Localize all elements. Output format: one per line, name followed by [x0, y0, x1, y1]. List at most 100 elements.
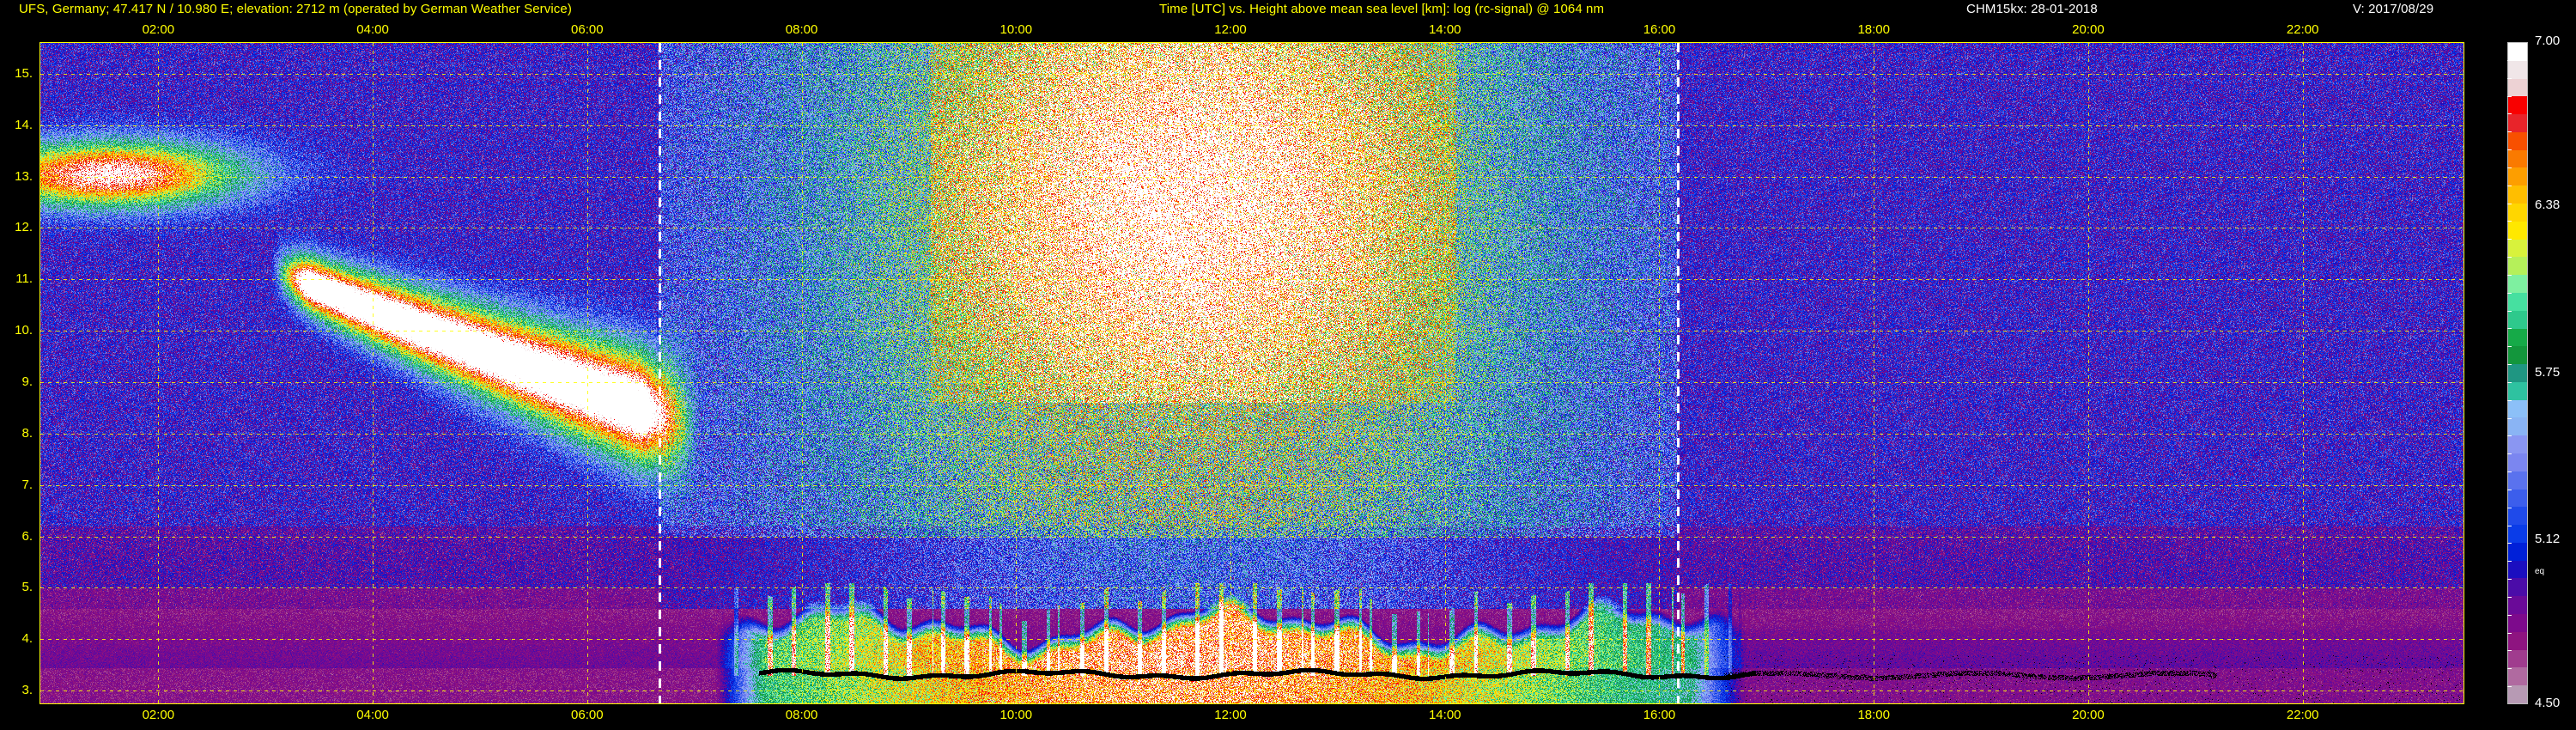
y-axis-tick-label: 14.: [15, 117, 33, 132]
y-axis-tick-label: 7.: [21, 477, 33, 492]
colorbar-tick: [2507, 78, 2512, 79]
colorbar-tick: [2507, 364, 2512, 365]
colorbar-segment: [2508, 167, 2527, 186]
colorbar-segment: [2508, 96, 2527, 115]
colorbar-segment: [2508, 560, 2527, 579]
colorbar-tick: [2507, 633, 2512, 634]
colorbar-tick: [2507, 167, 2512, 168]
colorbar-segment: [2508, 471, 2527, 490]
instrument-date: CHM15kx: 28-01-2018: [1966, 2, 2098, 16]
y-axis-tick-label: 6.: [21, 528, 33, 544]
x-axis-tick-label-top: 08:00: [785, 22, 818, 37]
x-axis-tick-label-bottom: 16:00: [1643, 708, 1676, 722]
grid-line-vertical: [587, 43, 588, 703]
x-axis-tick-label-top: 18:00: [1857, 22, 1890, 37]
colorbar-segment: [2508, 131, 2527, 150]
lidar-heatmap-plot[interactable]: [39, 42, 2464, 704]
colorbar-segment: [2508, 596, 2527, 614]
sunrise-marker: [659, 43, 661, 703]
colorbar-segment: [2508, 114, 2527, 132]
x-axis-tick-label-top: 12:00: [1214, 22, 1247, 37]
y-axis-tick-label: 3.: [21, 683, 33, 698]
grid-line-horizontal: [40, 125, 2464, 126]
grid-line-horizontal: [40, 690, 2464, 691]
grid-line-vertical: [1016, 43, 1017, 703]
colorbar-tick: [2507, 453, 2512, 454]
colorbar-segment: [2508, 631, 2527, 650]
grid-line-vertical: [1445, 43, 1446, 703]
colorbar-segment: [2508, 525, 2527, 543]
grid-line-vertical: [2303, 43, 2304, 703]
grid-line-horizontal: [40, 587, 2464, 588]
grid-line-horizontal: [40, 537, 2464, 538]
x-axis-tick-label-bottom: 14:00: [1428, 708, 1461, 722]
colorbar-tick-label: 7.00: [2535, 33, 2561, 48]
colorbar-segment: [2508, 149, 2527, 168]
colorbar-tick: [2507, 650, 2512, 651]
colorbar-tick-label: 4.50: [2535, 696, 2561, 710]
colorbar-tick: [2507, 400, 2512, 401]
colorbar-tick: [2507, 257, 2512, 258]
colorbar-segment: [2508, 186, 2527, 204]
x-axis-tick-label-top: 06:00: [571, 22, 604, 37]
x-axis-tick-label-top: 10:00: [999, 22, 1033, 37]
x-axis-tick-label-top: 20:00: [2072, 22, 2105, 37]
colorbar-segment: [2508, 435, 2527, 453]
y-axis-tick-label: 9.: [21, 374, 33, 389]
x-axis-tick-label-bottom: 20:00: [2072, 708, 2105, 722]
colorbar-tick: [2507, 543, 2512, 544]
colorbar-tick: [2507, 579, 2512, 580]
colorbar-segment: [2508, 346, 2527, 365]
colorbar-tick: [2507, 597, 2512, 598]
colorbar-tick: [2507, 435, 2512, 436]
grid-line-horizontal: [40, 279, 2464, 280]
x-axis-tick-label-bottom: 18:00: [1857, 708, 1890, 722]
heatmap-canvas-wrap: [40, 43, 2464, 703]
plot-title: Time [UTC] vs. Height above mean sea lev…: [1159, 2, 1605, 16]
colorbar-tick-label: 5.12: [2535, 531, 2561, 546]
version-label: V: 2017/08/29: [2353, 2, 2434, 16]
colorbar-segment: [2508, 685, 2527, 703]
x-axis-tick-label-top: 14:00: [1428, 22, 1461, 37]
colorbar-ticks: [2507, 42, 2512, 704]
grid-line-horizontal: [40, 382, 2464, 383]
colorbar-tick: [2507, 561, 2512, 562]
grid-line-vertical: [2088, 43, 2089, 703]
colorbar-tick: [2507, 346, 2512, 347]
x-axis-tick-label-top: 16:00: [1643, 22, 1676, 37]
colorbar-segment: [2508, 489, 2527, 508]
x-axis-tick-label-top: 02:00: [142, 22, 175, 37]
colorbar-segment: [2508, 364, 2527, 382]
colorbar-tick: [2507, 418, 2512, 419]
colorbar-tick: [2507, 293, 2512, 294]
y-axis-tick-label: 4.: [21, 631, 33, 647]
colorbar-tick: [2507, 471, 2512, 472]
grid-line-vertical: [802, 43, 803, 703]
colorbar-tick: [2507, 60, 2512, 61]
x-axis-tick-label-top: 04:00: [356, 22, 389, 37]
x-axis-tick-label-bottom: 10:00: [999, 708, 1033, 722]
colorbar-segment: [2508, 542, 2527, 561]
grid-line-horizontal: [40, 434, 2464, 435]
grid-line-horizontal: [40, 639, 2464, 640]
colorbar-tick: [2507, 615, 2512, 616]
colorbar-tick: [2507, 275, 2512, 276]
colorbar-segment: [2508, 257, 2527, 276]
grid-line-horizontal: [40, 331, 2464, 332]
colorbar-segment: [2508, 649, 2527, 668]
grid-line-vertical: [1230, 43, 1231, 703]
colorbar-segment: [2508, 614, 2527, 632]
colorbar-segment: [2508, 221, 2527, 240]
grid-line-vertical: [373, 43, 374, 703]
colorbar-segment: [2508, 78, 2527, 97]
x-axis-tick-label-bottom: 04:00: [356, 708, 389, 722]
colorbar-segment: [2508, 381, 2527, 400]
sunset-marker: [1677, 43, 1680, 703]
colorbar-segment: [2508, 60, 2527, 79]
colorbar-segment: [2508, 417, 2527, 436]
colorbar-tick-label: 5.75: [2535, 364, 2561, 380]
grid-line-horizontal: [40, 74, 2464, 75]
y-axis-tick-label: 15.: [15, 65, 33, 81]
colorbar-segment: [2508, 239, 2527, 258]
